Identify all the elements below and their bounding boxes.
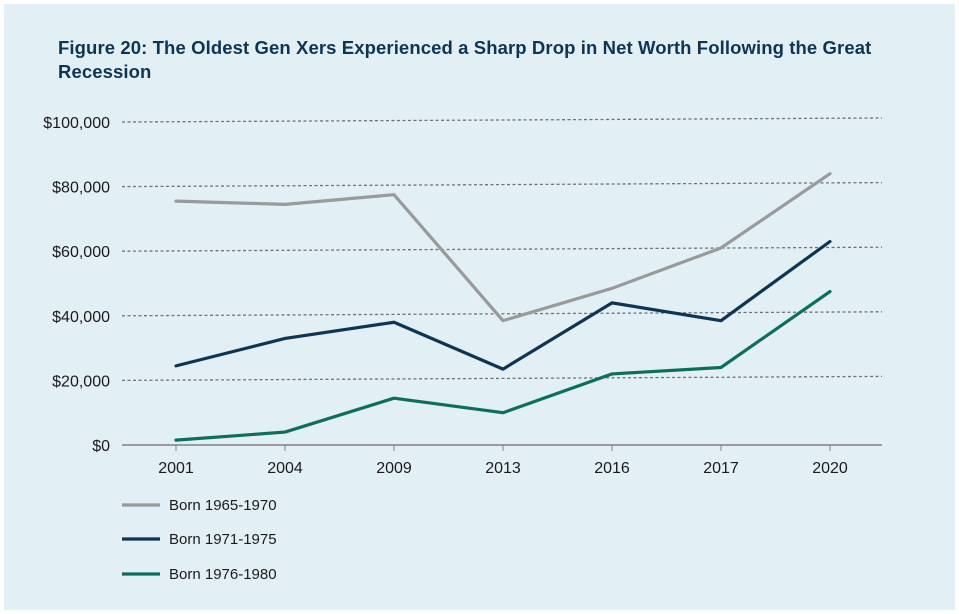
series-line-1 [174, 172, 832, 323]
axes: $0 $20,000 $40,000 $60,000 $80,000 $100,000 20… [43, 115, 882, 477]
y-tick-label: $0 [92, 438, 110, 455]
y-tick-label: $40,000 [52, 309, 110, 326]
figure-caption: The Oldest Gen Xers Experienced a Sharp … [58, 37, 872, 82]
figure-number: Figure 20: [58, 37, 148, 58]
x-tick-label: 2009 [376, 460, 412, 477]
legend-label: Born 1965-1970 [169, 497, 277, 514]
x-tick-label: 2020 [812, 460, 848, 477]
y-tick-label: $100,000 [43, 115, 110, 132]
series-lines [174, 172, 832, 442]
y-tick-label: $20,000 [52, 373, 110, 390]
gridline [121, 117, 883, 123]
gridline [121, 181, 883, 188]
series-line-3 [174, 289, 832, 442]
gridline [121, 375, 883, 382]
y-tick-label: $60,000 [52, 244, 110, 261]
x-tick-label: 2017 [703, 460, 739, 477]
legend-label: Born 1976-1980 [169, 566, 277, 583]
gridline [121, 311, 883, 317]
y-tick-label: $80,000 [52, 180, 110, 197]
x-tick-label: 2004 [267, 460, 303, 477]
chart-title: Figure 20: The Oldest Gen Xers Experienc… [58, 36, 878, 84]
x-tick-label: 2001 [158, 460, 194, 477]
legend-label: Born 1971-1975 [169, 531, 277, 548]
x-tick-label: 2013 [485, 460, 521, 477]
series-line-2 [174, 239, 832, 371]
chart-panel [4, 4, 955, 610]
grid-lines [121, 117, 883, 382]
legend: Born 1965-1970 Born 1971-1975 Born 1976-19… [122, 497, 277, 583]
x-tick-label: 2016 [594, 460, 630, 477]
gridline [121, 246, 883, 252]
